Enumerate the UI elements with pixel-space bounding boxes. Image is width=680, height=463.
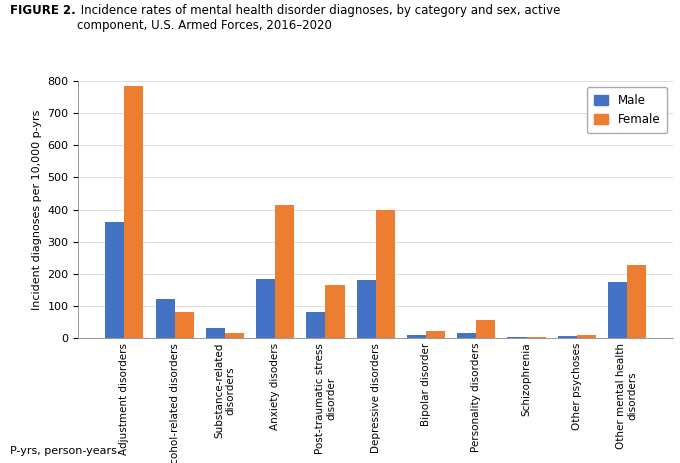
Bar — [375, 209, 395, 338]
Bar — [608, 282, 627, 338]
Bar — [256, 279, 275, 338]
Bar — [175, 312, 194, 338]
Bar — [426, 331, 445, 338]
Bar — [105, 222, 124, 338]
Bar — [407, 335, 426, 338]
Bar — [206, 328, 225, 338]
Legend: Male, Female: Male, Female — [587, 87, 667, 133]
Text: P-yrs, person-years.: P-yrs, person-years. — [10, 446, 121, 456]
Bar — [156, 300, 175, 338]
Bar — [476, 320, 495, 338]
Bar — [577, 335, 596, 338]
Bar — [225, 333, 244, 338]
Bar — [457, 332, 476, 338]
Text: Incidence rates of mental health disorder diagnoses, by category and sex, active: Incidence rates of mental health disorde… — [77, 4, 560, 31]
Bar — [356, 280, 375, 338]
Text: FIGURE 2.: FIGURE 2. — [10, 4, 76, 17]
Bar — [124, 86, 143, 338]
Bar — [326, 285, 345, 338]
Bar — [558, 337, 577, 338]
Bar — [306, 312, 326, 338]
Bar — [275, 205, 294, 338]
Bar — [627, 265, 646, 338]
Y-axis label: Incident diagnoses per 10,000 p-yrs: Incident diagnoses per 10,000 p-yrs — [32, 109, 41, 310]
